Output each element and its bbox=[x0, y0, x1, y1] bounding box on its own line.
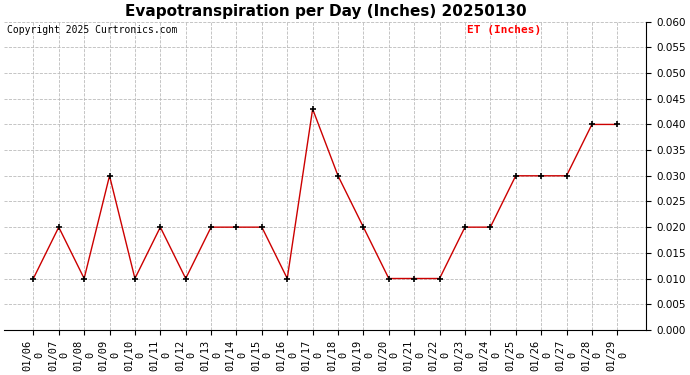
Text: Copyright 2025 Curtronics.com: Copyright 2025 Curtronics.com bbox=[8, 25, 178, 35]
Text: ET (Inches): ET (Inches) bbox=[466, 25, 541, 35]
Title: Evapotranspiration per Day (Inches) 20250130: Evapotranspiration per Day (Inches) 2025… bbox=[124, 4, 526, 19]
